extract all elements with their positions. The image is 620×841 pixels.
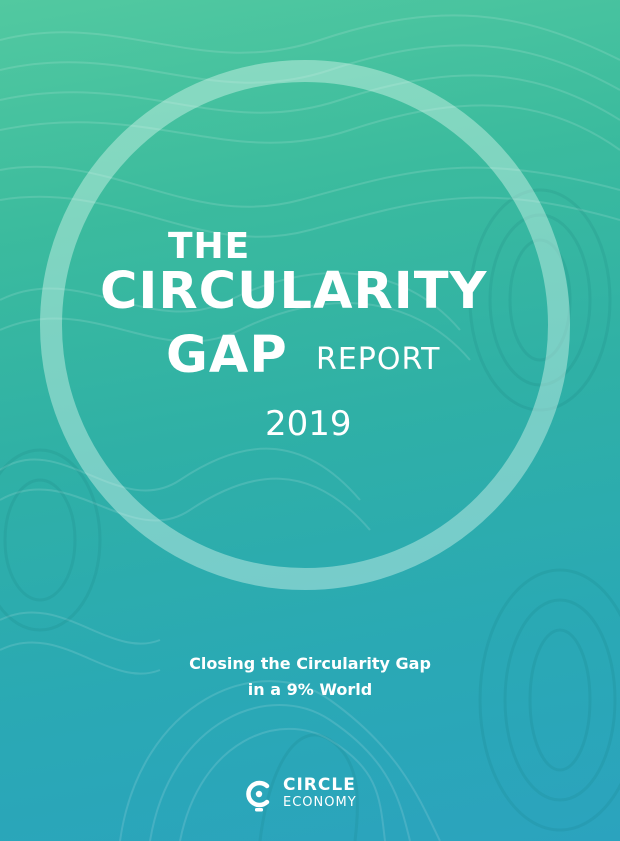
logo-text-circle: CIRCLE: [283, 775, 356, 795]
cover-subtitle: Closing the Circularity Gap in a 9% Worl…: [0, 651, 620, 703]
circle-ring-graphic: [40, 60, 570, 590]
logo-text-economy: ECONOMY: [283, 795, 357, 810]
circle-economy-logo: CIRCLE ECONOMY: [243, 775, 403, 815]
report-year: 2019: [265, 404, 352, 444]
title-the: THE: [168, 226, 251, 267]
subtitle-line-2: in a 9% World: [247, 680, 373, 699]
circle-economy-logo-icon: [246, 780, 270, 812]
title-gap: GAP: [166, 326, 288, 385]
subtitle-line-1: Closing the Circularity Gap: [189, 654, 431, 673]
title-report: REPORT: [316, 342, 441, 377]
title-circularity: CIRCULARITY: [100, 262, 488, 321]
